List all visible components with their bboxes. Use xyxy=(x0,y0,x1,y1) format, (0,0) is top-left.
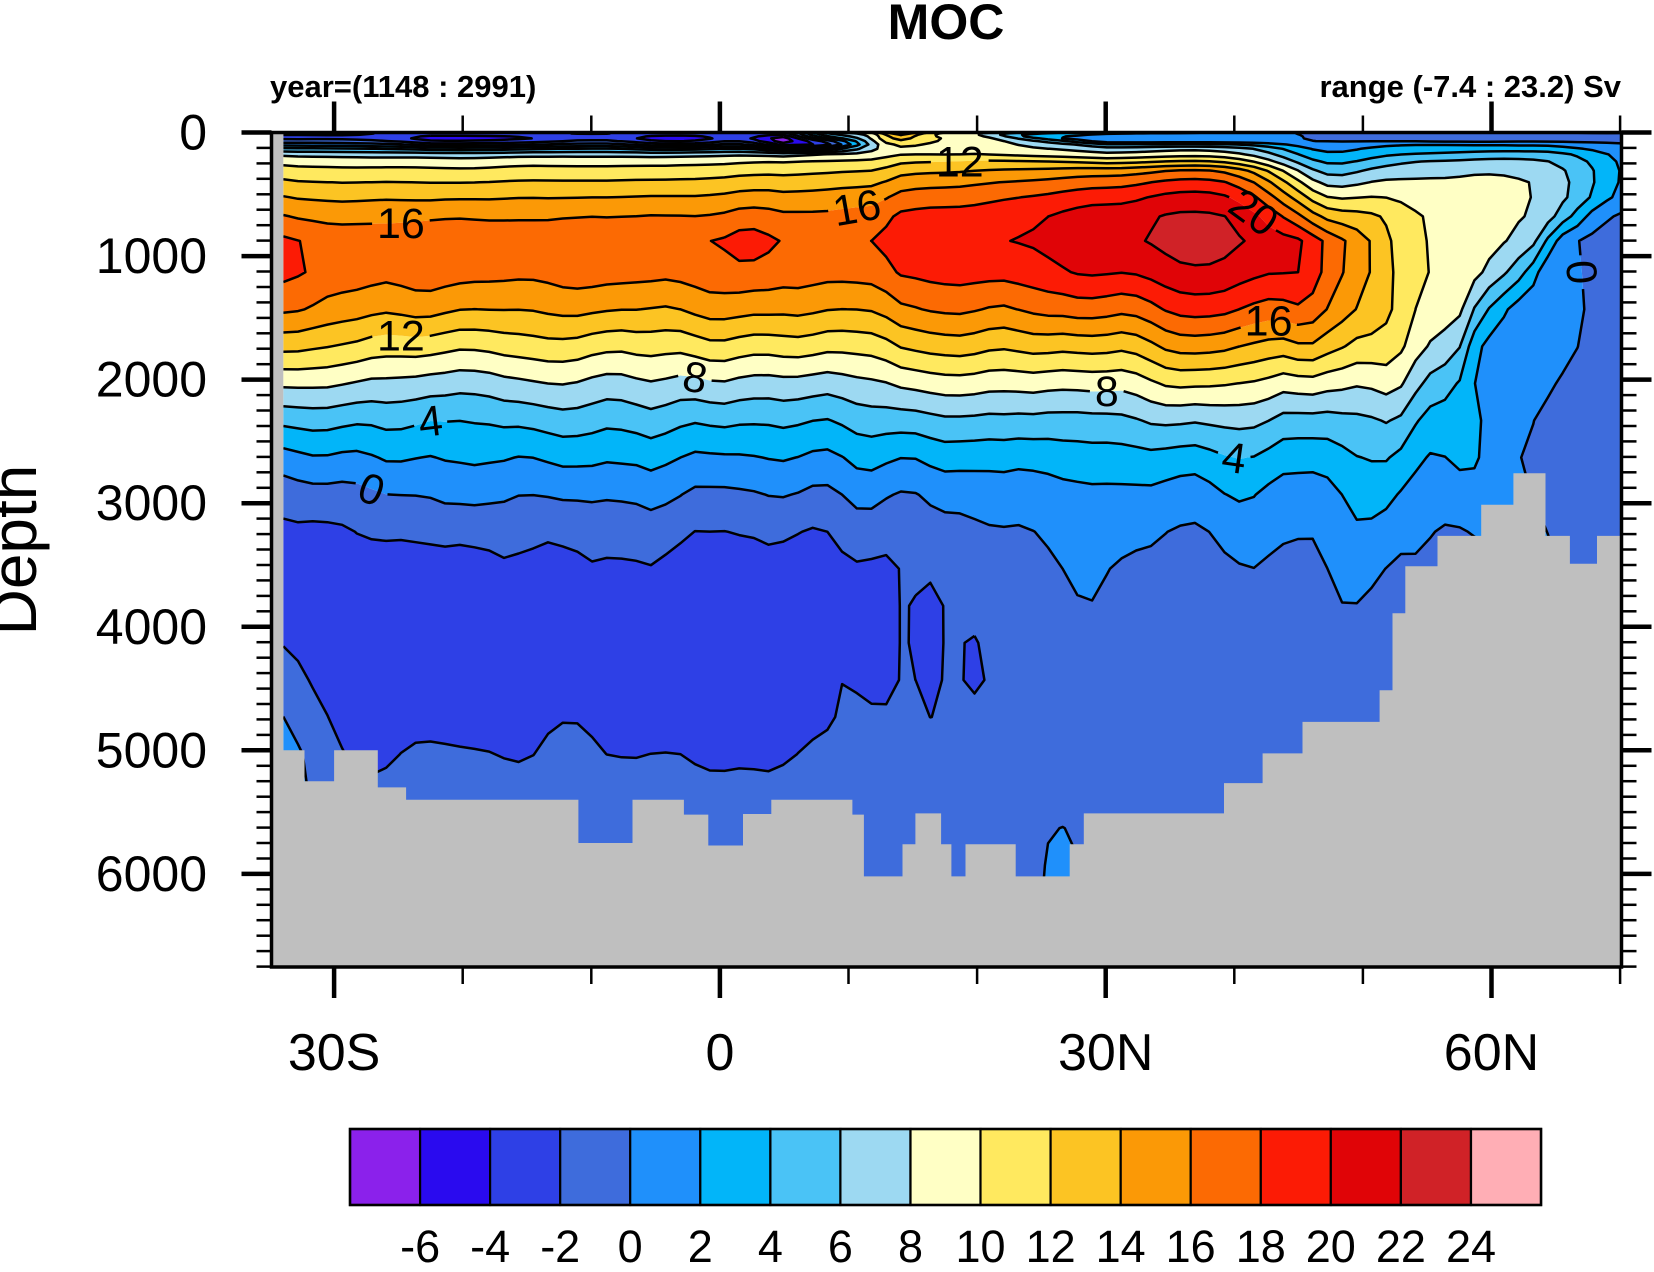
svg-text:16: 16 xyxy=(1245,298,1293,346)
svg-text:-6: -6 xyxy=(400,1221,440,1267)
svg-text:2000: 2000 xyxy=(96,352,207,408)
svg-text:0: 0 xyxy=(1556,259,1606,286)
svg-text:1000: 1000 xyxy=(96,228,207,284)
svg-text:Depth: Depth xyxy=(0,465,50,636)
svg-text:year=(1148 : 2991): year=(1148 : 2991) xyxy=(270,69,536,104)
svg-text:16: 16 xyxy=(829,181,884,237)
svg-text:-2: -2 xyxy=(540,1221,580,1267)
svg-text:4: 4 xyxy=(758,1221,783,1267)
svg-text:3000: 3000 xyxy=(96,475,207,531)
svg-text:0: 0 xyxy=(705,1024,734,1082)
svg-text:0: 0 xyxy=(179,105,207,161)
svg-text:4: 4 xyxy=(416,397,446,448)
svg-text:4000: 4000 xyxy=(96,599,207,655)
svg-text:16: 16 xyxy=(1166,1221,1216,1267)
svg-text:10: 10 xyxy=(955,1221,1005,1267)
svg-text:12: 12 xyxy=(377,313,425,361)
svg-text:0: 0 xyxy=(618,1221,643,1267)
svg-text:12: 12 xyxy=(936,138,984,186)
svg-text:30N: 30N xyxy=(1058,1024,1153,1082)
svg-text:12: 12 xyxy=(1026,1221,1076,1267)
svg-text:16: 16 xyxy=(377,200,425,248)
svg-text:2: 2 xyxy=(688,1221,713,1267)
svg-text:22: 22 xyxy=(1376,1221,1426,1267)
svg-text:14: 14 xyxy=(1096,1221,1146,1267)
svg-text:30S: 30S xyxy=(288,1024,381,1082)
svg-text:6000: 6000 xyxy=(96,846,207,902)
svg-text:MOC: MOC xyxy=(888,0,1005,50)
svg-text:5000: 5000 xyxy=(96,722,207,778)
svg-text:8: 8 xyxy=(898,1221,923,1267)
svg-text:20: 20 xyxy=(1306,1221,1356,1267)
svg-text:18: 18 xyxy=(1236,1221,1286,1267)
svg-text:6: 6 xyxy=(828,1221,853,1267)
svg-text:8: 8 xyxy=(1095,368,1119,416)
svg-text:range (-7.4 : 23.2) Sv: range (-7.4 : 23.2) Sv xyxy=(1319,69,1621,104)
svg-text:60N: 60N xyxy=(1444,1024,1539,1082)
svg-text:24: 24 xyxy=(1446,1221,1496,1267)
svg-text:-4: -4 xyxy=(470,1221,510,1267)
